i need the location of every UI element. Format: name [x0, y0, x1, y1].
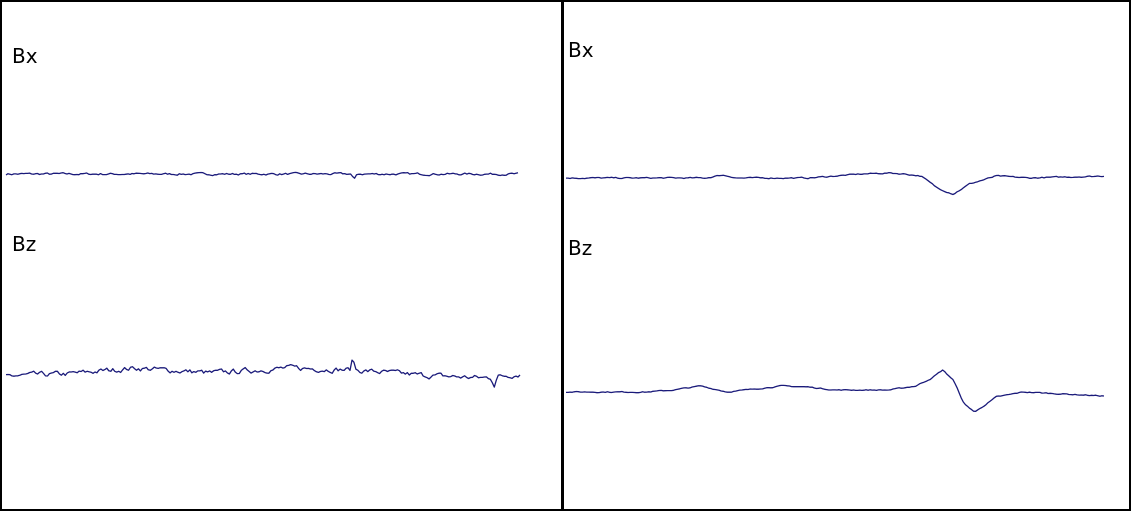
- bz-label: Bz: [568, 236, 593, 260]
- bx-trace: [5, 171, 519, 179]
- bz-trace: [566, 369, 1105, 412]
- bz-label: Bz: [12, 232, 37, 256]
- bz-trace: [5, 359, 521, 388]
- right-plot-panel: Bx Bz: [561, 0, 1131, 511]
- right-traces: [566, 171, 1105, 412]
- bx-label: Bx: [568, 38, 594, 62]
- left-traces: [5, 171, 521, 388]
- bx-label: Bx: [12, 44, 38, 68]
- left-plot-panel: Bx Bz: [0, 0, 563, 511]
- bx-trace: [566, 171, 1105, 196]
